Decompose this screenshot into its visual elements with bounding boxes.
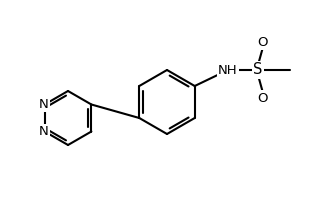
Text: NH: NH bbox=[218, 63, 238, 76]
Text: N: N bbox=[39, 98, 49, 111]
Text: S: S bbox=[253, 62, 263, 78]
Text: O: O bbox=[258, 35, 268, 49]
Text: N: N bbox=[39, 125, 49, 138]
Text: O: O bbox=[258, 92, 268, 104]
